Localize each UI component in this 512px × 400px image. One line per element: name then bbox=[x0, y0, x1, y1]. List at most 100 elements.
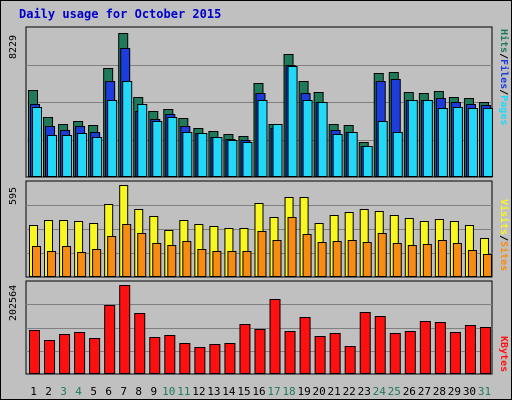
pages-bar bbox=[287, 66, 298, 177]
pages-bar bbox=[392, 132, 403, 177]
pages-bar bbox=[482, 108, 493, 177]
pages-bar bbox=[62, 135, 73, 177]
x-tick-label: 25 bbox=[387, 385, 401, 398]
kbytes-bar bbox=[329, 333, 341, 374]
pages-bar bbox=[377, 121, 388, 177]
sites-bar bbox=[347, 240, 357, 277]
kbytes-bar bbox=[59, 334, 71, 374]
kbytes-bar bbox=[344, 346, 356, 374]
legend-visits: Visits bbox=[498, 199, 509, 236]
x-tick-label: 15 bbox=[237, 385, 251, 398]
pages-bar bbox=[302, 100, 313, 177]
sites-bar bbox=[362, 242, 372, 277]
kbytes-bar bbox=[134, 313, 146, 374]
pages-bar bbox=[227, 140, 238, 177]
chart-title: Daily usage for October 2015 bbox=[19, 7, 222, 21]
sites-bar bbox=[62, 246, 72, 277]
sites-bar bbox=[92, 249, 102, 277]
kbytes-bar bbox=[419, 321, 431, 374]
kbytes-bar bbox=[464, 325, 476, 374]
pages-bar bbox=[257, 100, 268, 177]
kbytes-bar bbox=[284, 331, 296, 374]
pages-bar bbox=[32, 107, 42, 177]
x-tick-label: 30 bbox=[462, 385, 477, 398]
sites-bar bbox=[452, 243, 462, 277]
kbytes-bar bbox=[29, 330, 40, 374]
x-tick-label: 26 bbox=[402, 385, 416, 398]
sites-bar bbox=[32, 246, 41, 277]
pages-bar bbox=[77, 133, 88, 177]
pages-bar bbox=[332, 134, 343, 177]
kbytes-bar bbox=[434, 322, 446, 374]
kbytes-bar bbox=[374, 316, 386, 374]
kbytes-bar bbox=[179, 343, 191, 374]
pages-bar bbox=[212, 137, 223, 177]
sites-bar bbox=[287, 217, 297, 277]
kbytes-bar bbox=[389, 333, 401, 374]
pages-bar bbox=[407, 100, 418, 177]
sites-bar bbox=[197, 249, 207, 277]
sites-bar bbox=[482, 254, 492, 277]
legend-hits: Hits bbox=[498, 29, 509, 54]
x-tick-label: 31 bbox=[477, 385, 492, 398]
legend-mid: Visits/Sites bbox=[498, 199, 509, 271]
sites-bar bbox=[317, 242, 327, 277]
kbytes-bar bbox=[239, 324, 251, 374]
sites-bar bbox=[272, 240, 282, 277]
kbytes-bar bbox=[119, 285, 131, 374]
pages-bar bbox=[182, 132, 193, 177]
sites-bar bbox=[182, 241, 192, 277]
pages-bar bbox=[272, 124, 283, 177]
kbytes-bar bbox=[404, 331, 416, 374]
x-tick-label: 24 bbox=[372, 385, 386, 398]
kbytes-bar bbox=[44, 340, 56, 374]
sites-bar bbox=[437, 240, 447, 277]
x-tick-label: 23 bbox=[357, 385, 371, 398]
kbytes-bar bbox=[164, 335, 176, 374]
legend-files: Files bbox=[498, 59, 509, 90]
kbytes-bar bbox=[449, 332, 461, 374]
x-tick-label: 9 bbox=[150, 385, 158, 398]
sites-bar bbox=[302, 234, 312, 277]
pages-bar bbox=[452, 107, 463, 177]
x-tick-label: 12 bbox=[192, 385, 206, 398]
kbytes-bar bbox=[74, 332, 86, 374]
pages-bar bbox=[167, 117, 178, 177]
pages-bar bbox=[347, 132, 358, 177]
x-tick-label: 27 bbox=[417, 385, 431, 398]
x-tick-label: 21 bbox=[327, 385, 341, 398]
x-tick-label: 8 bbox=[135, 385, 143, 398]
sites-bar bbox=[167, 245, 177, 277]
x-tick-label: 11 bbox=[177, 385, 191, 398]
sites-bar bbox=[407, 245, 417, 277]
legend-pages: Pages bbox=[498, 95, 509, 126]
pages-bar bbox=[317, 102, 328, 177]
x-tick-label: 1 bbox=[30, 385, 37, 398]
sites-bar bbox=[152, 243, 162, 277]
kbytes-bar bbox=[209, 344, 221, 374]
legend-kbytes: KBytes bbox=[498, 336, 509, 373]
sites-bar bbox=[242, 251, 252, 277]
top-max-label: 8229 bbox=[8, 34, 19, 59]
kbytes-bar bbox=[104, 305, 116, 374]
x-tick-label: 2 bbox=[45, 385, 52, 398]
mid-max-label: 595 bbox=[8, 186, 19, 205]
x-tick-label: 16 bbox=[252, 385, 266, 398]
sites-bar bbox=[122, 224, 132, 277]
kbytes-bar bbox=[314, 336, 326, 374]
kbytes-bar bbox=[359, 312, 371, 374]
sites-bar bbox=[392, 243, 402, 277]
bot-max-label: 202564 bbox=[8, 284, 19, 321]
x-tick-label: 6 bbox=[105, 385, 112, 398]
x-tick-label: 20 bbox=[312, 385, 326, 398]
pages-bar bbox=[152, 121, 163, 177]
sites-bar bbox=[332, 241, 342, 277]
legend-top: Hits/Files/Pages bbox=[498, 29, 509, 125]
x-tick-label: 7 bbox=[120, 385, 128, 398]
pages-bar bbox=[47, 135, 58, 177]
sites-bar bbox=[227, 251, 237, 277]
pages-bar bbox=[362, 146, 373, 177]
sites-bar bbox=[77, 252, 87, 277]
